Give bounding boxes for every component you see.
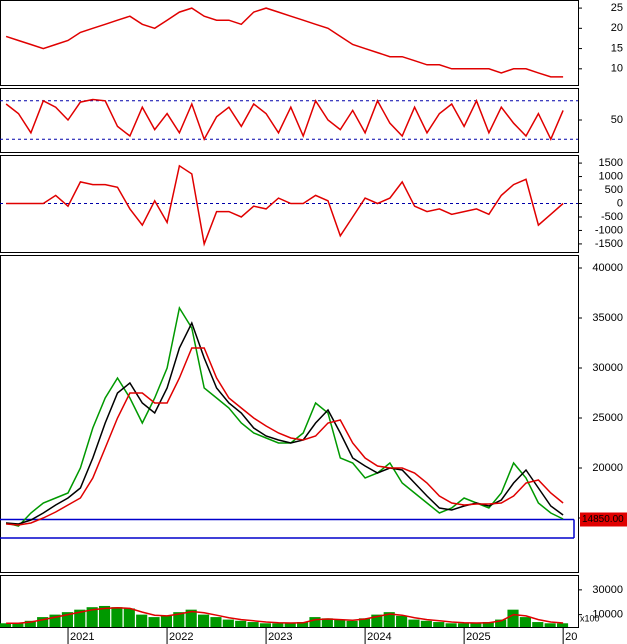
series-line: [5, 306, 564, 527]
x-tick-label: 2025: [466, 631, 490, 643]
volume-bar: [457, 623, 470, 627]
series-line: [6, 347, 564, 526]
panel-frame: [0, 255, 579, 573]
y-tick-label: -500: [601, 211, 623, 223]
volume-bar: [12, 623, 24, 627]
volume-bar: [222, 619, 234, 627]
volume-bar: [321, 618, 333, 627]
volume-bar: [519, 617, 531, 627]
volume-bar: [371, 614, 383, 627]
volume-bar: [272, 623, 284, 627]
volume-bar: [61, 612, 73, 627]
volume-bar: [408, 619, 420, 627]
y-tick-label: 15: [611, 42, 623, 54]
volume-bar: [346, 620, 358, 627]
volume-bar: [507, 609, 519, 627]
x-tick-label: 2024: [367, 631, 391, 643]
series-line: [6, 607, 564, 625]
volume-bar: [49, 614, 61, 627]
y-tick-label: 0: [617, 197, 623, 209]
volume-bar: [284, 623, 296, 627]
y-tick-label: 35000: [592, 312, 623, 324]
panel-frame: [0, 88, 579, 153]
y-tick-label: 1500: [599, 157, 623, 169]
y-tick-label: -1500: [595, 238, 623, 250]
volume-bar: [235, 620, 247, 627]
volume-bar: [37, 617, 49, 627]
x-tick-label: 2023: [268, 631, 292, 643]
y-tick-label: 25000: [592, 412, 623, 424]
volume-bar: [259, 623, 272, 627]
volume-bar: [197, 614, 210, 627]
y-tick-label: 30000: [592, 584, 623, 596]
volume-bar: [334, 619, 346, 627]
unit-label: x100: [580, 613, 600, 623]
y-tick-label: 1000: [599, 170, 623, 182]
volume-bar: [173, 612, 185, 627]
volume-bar: [396, 615, 408, 627]
x-tick-label: 20: [565, 631, 577, 643]
series-line: [5, 98, 564, 142]
y-tick-label: 20000: [592, 462, 623, 474]
volume-bar: [556, 623, 569, 627]
volume-bar: [532, 622, 544, 627]
x-tick-label: 2022: [169, 631, 193, 643]
x-tick-label: 2021: [70, 631, 94, 643]
volume-bar: [309, 617, 321, 627]
y-tick-label: 20: [611, 22, 623, 34]
volume-bar: [111, 607, 123, 627]
volume-bar: [358, 618, 371, 627]
y-tick-label: 10: [611, 63, 623, 75]
volume-bar: [24, 620, 36, 627]
volume-bar: [160, 615, 173, 627]
price-label-box: [580, 512, 627, 527]
panel-frame: [0, 0, 579, 86]
y-tick-label: 500: [605, 184, 623, 196]
volume-bar: [148, 617, 160, 627]
volume-bar: [297, 622, 309, 627]
volume-bar: [495, 619, 507, 627]
series-line: [5, 7, 564, 78]
y-tick-label: 10000: [592, 609, 623, 621]
y-tick-label: -1000: [595, 224, 623, 236]
y-tick-label: 30000: [592, 362, 623, 374]
volume-bar: [470, 623, 482, 627]
y-tick-label: 25: [611, 2, 623, 14]
series-line: [6, 164, 564, 247]
volume-bar: [247, 622, 259, 627]
volume-bar: [136, 614, 148, 627]
volume-bar: [433, 622, 445, 627]
volume-bar: [123, 608, 135, 627]
volume-bar: [445, 623, 457, 627]
y-tick-label: 40000: [592, 262, 623, 274]
volume-bar: [185, 609, 197, 627]
volume-bar: [210, 617, 222, 627]
series-line: [6, 321, 564, 525]
volume-bar: [420, 620, 432, 627]
y-tick-label: 50: [611, 114, 623, 126]
volume-bar: [86, 607, 98, 627]
price-label: 14850.00: [582, 514, 624, 525]
volume-bar: [544, 623, 556, 627]
volume-bar: [0, 623, 12, 627]
volume-bar: [383, 612, 395, 627]
volume-bar: [482, 622, 494, 627]
volume-bar: [74, 609, 86, 627]
volume-bar: [98, 605, 111, 627]
